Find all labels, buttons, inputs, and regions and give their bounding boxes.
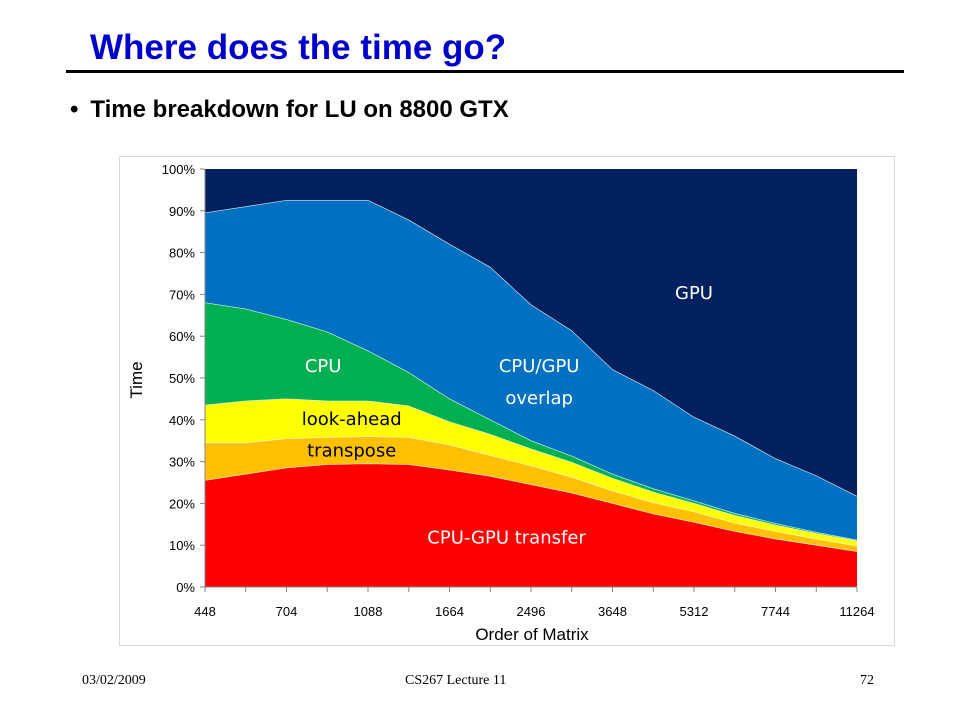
area-label-cpu-gpu-transfer: CPU-GPU transfer <box>427 527 586 548</box>
area-label-line: GPU <box>675 283 713 304</box>
area-labels: CPU-GPU transfer transpose look-ahead CPU CP… <box>302 283 713 548</box>
area-transpose <box>205 436 857 552</box>
boundary-line <box>204 302 858 541</box>
y-tick-label: 70% <box>169 287 195 302</box>
series-boundaries <box>204 199 858 552</box>
area-label-line: CPU/GPU <box>499 356 580 377</box>
title-divider <box>66 70 904 73</box>
y-tick-label: 40% <box>169 413 195 428</box>
x-tick-label: 1664 <box>435 604 464 619</box>
bullet-point: • Time breakdown for LU on 8800 GTX <box>70 96 509 124</box>
y-tick-label: 50% <box>169 371 195 386</box>
area-cpu-gpu-transfer <box>205 463 857 587</box>
area-look-ahead <box>205 398 857 547</box>
area-label-line: look-ahead <box>302 409 402 430</box>
boundary-line <box>205 436 858 547</box>
y-tick-label: 0% <box>176 580 195 595</box>
area-cpu <box>205 302 857 542</box>
x-tick-label: 3648 <box>598 604 627 619</box>
y-tick-label: 30% <box>169 455 195 470</box>
footer-page-number: 72 <box>860 673 874 688</box>
area-label-line: CPU <box>305 356 342 377</box>
x-tick-label: 704 <box>276 604 298 619</box>
bullet-text: Time breakdown for LU on 8800 GTX <box>90 96 509 123</box>
bullet-dot-icon: • <box>70 96 79 123</box>
y-tick-label: 10% <box>169 538 195 553</box>
y-tick-label: 90% <box>169 204 195 219</box>
x-tick-label: 1088 <box>354 604 383 619</box>
boundary-line <box>204 463 858 552</box>
y-axis: 0% 10% 20% 30% 40% 50% 60% 70% 80% 90% 100% <box>162 162 206 595</box>
area-label-look-ahead: look-ahead <box>302 409 402 430</box>
y-axis-title: Time <box>127 361 146 398</box>
chart-areas <box>205 169 857 587</box>
area-gpu <box>205 169 857 497</box>
footer-date: 03/02/2009 <box>82 673 146 688</box>
x-tick-label: 2496 <box>517 604 546 619</box>
area-label-transpose: transpose <box>307 440 396 461</box>
area-label-cpu-gpu-overlap: CPU/GPU overlap <box>499 356 580 409</box>
x-tick-label: 11264 <box>839 604 874 619</box>
x-axis-title: Order of Matrix <box>475 625 589 644</box>
x-tick-label: 448 <box>194 604 216 619</box>
x-axis: 448 704 1088 1664 2496 3648 5312 7744 11264 <box>194 586 875 619</box>
x-tick-label: 7744 <box>761 604 790 619</box>
area-label-line: transpose <box>307 440 396 461</box>
y-tick-label: 100% <box>162 162 196 177</box>
y-tick-label: 60% <box>169 329 195 344</box>
boundary-line <box>204 199 858 497</box>
area-label-line: overlap <box>505 388 573 409</box>
area-label-gpu: GPU <box>675 283 713 304</box>
slide-title: Where does the time go? <box>90 28 507 67</box>
y-tick-label: 20% <box>169 496 195 511</box>
area-cpu-gpu-overlap <box>205 200 857 541</box>
footer-lecture: CS267 Lecture 11 <box>405 673 507 688</box>
boundary-line <box>204 398 858 542</box>
area-label-line: CPU-GPU transfer <box>427 527 586 548</box>
x-tick-label: 5312 <box>680 604 709 619</box>
area-label-cpu: CPU <box>305 356 342 377</box>
y-tick-label: 80% <box>169 246 195 261</box>
